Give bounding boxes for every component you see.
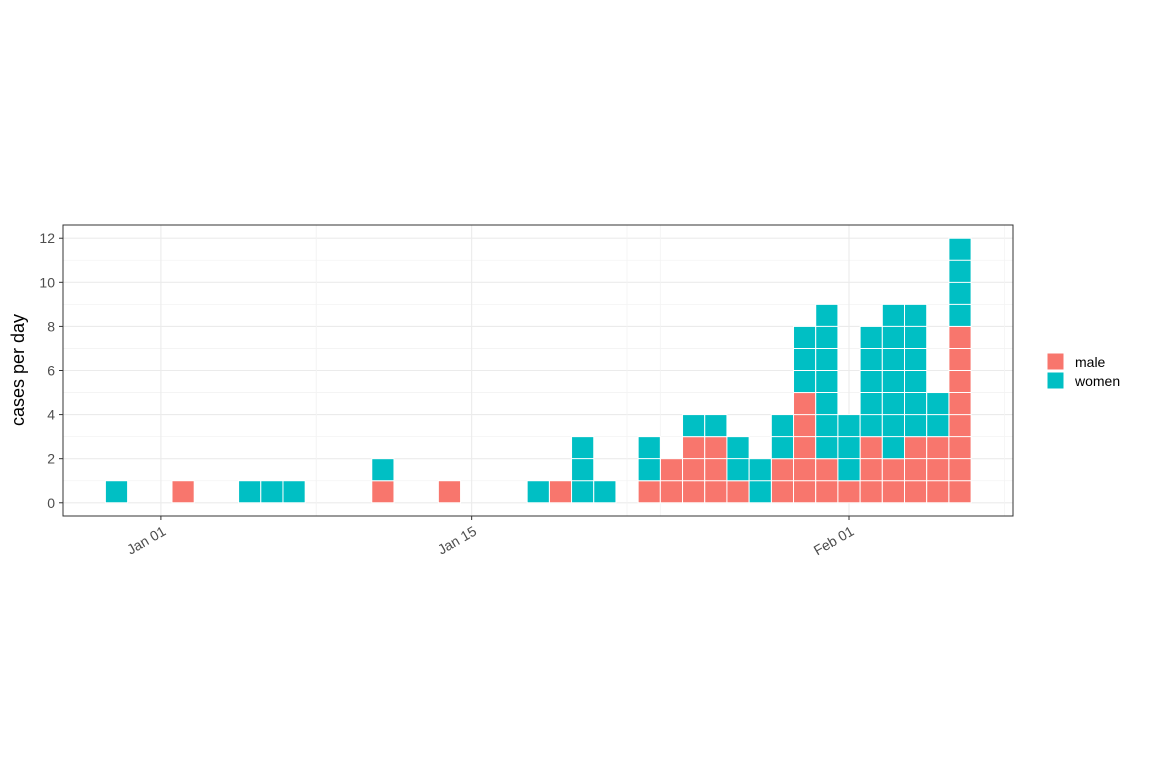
bar-segment (726, 480, 750, 504)
bar-segment (815, 303, 839, 460)
bar-segment (904, 436, 928, 504)
bar-segment (793, 325, 817, 394)
bar-segment (260, 480, 284, 504)
y-tick-label: 6 (47, 363, 55, 379)
bar-segment (837, 480, 861, 504)
legend-label: women (1074, 373, 1120, 389)
x-tick-label: Jan 15 (435, 523, 480, 558)
bar-segment (238, 480, 262, 504)
x-tick-label: Feb 01 (811, 523, 857, 559)
bar-segment (282, 480, 306, 504)
bar-segment (704, 436, 728, 504)
bar-segment (371, 458, 395, 482)
bar-segment (548, 480, 573, 504)
bar-segment (437, 480, 462, 504)
legend-swatch (1046, 352, 1065, 371)
bar-segment (859, 325, 883, 438)
bar-segment (571, 436, 595, 504)
legend-swatch (1046, 371, 1065, 390)
y-tick-label: 10 (39, 274, 55, 290)
x-tick-label: Jan 01 (124, 523, 169, 558)
bar-segment (682, 414, 706, 438)
bar-segment (793, 392, 817, 504)
bar-segment (881, 303, 906, 460)
y-tick-label: 0 (47, 495, 55, 511)
bar-segment (837, 414, 861, 482)
bar-segment (104, 480, 129, 504)
bar-segment (637, 480, 661, 504)
y-tick-label: 8 (47, 318, 55, 334)
bar-segment (926, 436, 950, 504)
y-tick-label: 4 (47, 407, 55, 423)
y-tick-label: 2 (47, 451, 55, 467)
y-tick-label: 12 (39, 230, 55, 246)
bar-segment (171, 480, 195, 504)
bar-segment (682, 436, 706, 504)
bar-segment (859, 436, 883, 504)
y-axis-title: cases per day (8, 314, 28, 426)
bar-segment (371, 480, 395, 504)
legend-label: male (1075, 354, 1106, 370)
bar-segment (593, 480, 617, 504)
bar-segment (704, 414, 728, 438)
bar-segment (526, 480, 550, 504)
